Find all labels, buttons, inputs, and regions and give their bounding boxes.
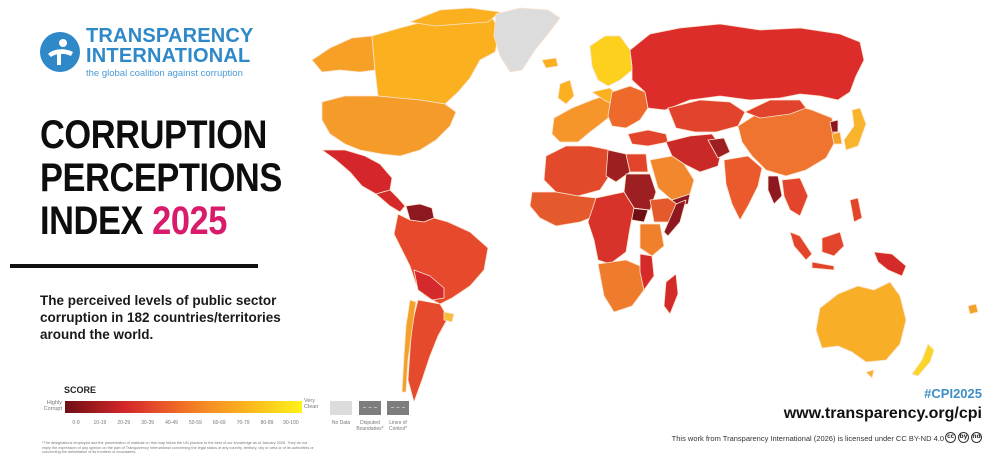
cc-icon: cc <box>945 432 956 443</box>
region-afghanistan[interactable] <box>707 137 731 159</box>
logo-line-1: TRANSPARENCY <box>86 25 254 47</box>
title-line-3: INDEX 2025 <box>40 200 282 243</box>
region-central-asia[interactable] <box>667 99 746 133</box>
legend-ticks: 0-9 10-19 20-29 30-39 40-49 50-59 60-69 … <box>65 420 302 426</box>
world-map-svg <box>311 7 979 403</box>
cc-license-icons: cc by nd <box>945 432 982 443</box>
cc-nd-icon: nd <box>971 432 982 443</box>
legend-low-label: Highly Corrupt <box>43 400 62 412</box>
region-central-africa[interactable] <box>587 191 635 265</box>
title-index-word: INDEX <box>40 199 143 243</box>
region-mexico[interactable] <box>321 149 393 195</box>
region-western-europe[interactable] <box>551 95 613 143</box>
legend-disputed-label: Disputed Boundaries* <box>356 420 384 432</box>
region-mongolia[interactable] <box>744 99 807 119</box>
legend-tick: 30-39 <box>141 420 155 426</box>
title-divider <box>10 264 258 268</box>
legend-tick: 70-79 <box>236 420 250 426</box>
region-north-africa[interactable] <box>543 145 613 197</box>
region-saudi-gulf[interactable] <box>649 155 695 201</box>
region-alaska[interactable] <box>311 35 376 73</box>
region-libya[interactable] <box>605 149 631 183</box>
legend-tick: 0-9 <box>72 420 80 426</box>
region-new-zealand[interactable] <box>911 343 935 377</box>
legend-gradient-bar <box>65 401 302 413</box>
region-australia[interactable] <box>815 281 907 363</box>
region-nordics[interactable] <box>589 35 633 87</box>
region-somalia[interactable] <box>663 199 687 237</box>
title-line-2: PERCEPTIONS <box>40 156 282 200</box>
logo-tagline: the global coalition against corruption <box>86 68 243 79</box>
legend-title: SCORE <box>64 385 97 395</box>
region-iceland[interactable] <box>541 57 559 69</box>
region-central-america[interactable] <box>375 189 406 213</box>
region-papua-new-guinea[interactable] <box>873 251 907 277</box>
region-chile[interactable] <box>401 299 417 393</box>
title-year: 2025 <box>152 199 227 243</box>
legend-tick: 40-49 <box>165 420 178 426</box>
legend-tick: 50-59 <box>188 420 202 426</box>
cc-by-icon: by <box>958 432 969 443</box>
region-eastern-europe[interactable] <box>607 85 649 129</box>
hashtag: #CPI2025 <box>924 386 982 401</box>
logo-line-2: INTERNATIONAL <box>86 45 251 67</box>
legend-high-label: Very Clean <box>304 398 319 410</box>
legend-disputed-swatch <box>359 401 381 415</box>
legend-lines-of-control-label: Lines of Control* <box>388 420 408 432</box>
region-korea[interactable] <box>829 119 839 133</box>
region-bolivia-paraguay[interactable] <box>413 269 445 301</box>
region-southeast-asia[interactable] <box>781 177 809 217</box>
legend-no-data-swatch <box>330 401 352 415</box>
disclaimer: *The designations employed and the prese… <box>42 441 314 454</box>
region-india[interactable] <box>723 155 763 221</box>
region-turkey[interactable] <box>627 129 669 147</box>
title-line-1: CORRUPTION <box>40 113 267 157</box>
region-usa[interactable] <box>321 95 457 157</box>
region-pacific-islands[interactable] <box>967 303 979 315</box>
region-tasmania[interactable] <box>865 369 875 379</box>
legend-tick: 90-100 <box>283 420 299 426</box>
region-uruguay[interactable] <box>443 311 455 323</box>
page-title: CORRUPTION PERCEPTIONS INDEX 2025 <box>40 114 282 243</box>
legend-no-data-label: No Data <box>331 420 351 426</box>
region-mozambique[interactable] <box>639 253 655 291</box>
region-egypt[interactable] <box>625 153 649 173</box>
legend-lines-of-control-swatch <box>387 401 409 415</box>
region-japan[interactable] <box>843 107 867 151</box>
legend-tick: 80-89 <box>260 420 274 426</box>
ti-logo: TRANSPARENCY INTERNATIONAL the global co… <box>40 26 254 79</box>
region-philippines[interactable] <box>849 197 863 223</box>
license-text: This work from Transparency Internationa… <box>671 434 944 443</box>
region-madagascar[interactable] <box>663 273 679 315</box>
region-borneo[interactable] <box>821 231 845 257</box>
legend-tick: 10-19 <box>93 420 107 426</box>
website-link[interactable]: www.transparency.org/cpi <box>783 405 982 422</box>
region-south-korea[interactable] <box>831 131 843 145</box>
region-east-africa[interactable] <box>639 223 665 257</box>
legend-tick: 20-29 <box>117 420 131 426</box>
region-uk-ireland[interactable] <box>557 79 575 105</box>
region-indonesia-java[interactable] <box>811 261 835 271</box>
ti-logo-icon <box>40 32 80 73</box>
legend-tick: 60-69 <box>212 420 226 426</box>
region-russia[interactable] <box>629 23 865 111</box>
region-indonesia-sumatra[interactable] <box>789 231 813 261</box>
region-southern-africa[interactable] <box>597 259 645 313</box>
world-map <box>295 0 1000 410</box>
subtitle: The perceived levels of public sector co… <box>40 293 281 342</box>
region-greenland <box>493 7 561 73</box>
region-myanmar[interactable] <box>767 175 783 205</box>
region-canada-islands[interactable] <box>409 7 501 27</box>
